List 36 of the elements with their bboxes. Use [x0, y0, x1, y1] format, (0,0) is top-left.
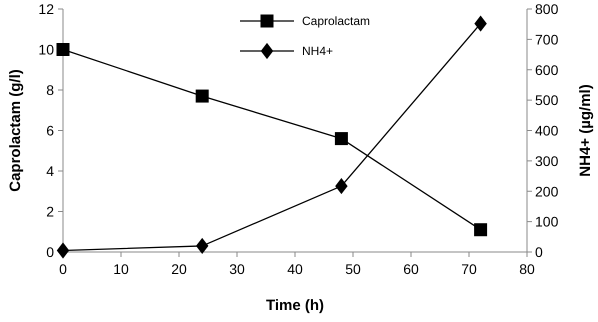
y2-tick-label: 200 [535, 183, 559, 200]
x-tick-label: 80 [519, 261, 535, 277]
x-tick-label: 60 [403, 261, 419, 277]
point [196, 90, 209, 103]
y2-tick-label: 600 [535, 62, 559, 78]
y2-tick-label: 0 [535, 244, 543, 260]
x-tick-label: 50 [345, 261, 361, 277]
x-tick-label: 20 [171, 261, 187, 277]
point [474, 15, 487, 32]
y-axis-title: Caprolactam (g/l) [7, 69, 24, 192]
y-tick-label: 12 [38, 1, 54, 17]
y2-tick-label: 700 [535, 31, 559, 48]
legend-label: Caprolactam [302, 14, 370, 28]
x-tick-label: 0 [59, 261, 68, 277]
x-tick-label: 70 [461, 261, 477, 277]
point [56, 43, 70, 56]
y-tick-label: 10 [38, 42, 54, 58]
point [334, 132, 348, 146]
y2-axis-title: NH4+ (µg/ml) [577, 84, 594, 177]
y2-tick-label: 500 [535, 92, 559, 108]
point [335, 178, 348, 194]
y-tick-label: 2 [46, 204, 54, 220]
point [474, 223, 488, 236]
x-tick-label: 10 [113, 261, 129, 277]
y2-tick-label: 300 [535, 152, 559, 169]
y2-tick-label: 100 [535, 214, 559, 230]
x-tick-label: 30 [229, 261, 245, 277]
legend-label: NH4+ [302, 44, 334, 58]
y-tick-label: 8 [46, 82, 54, 98]
y-tick-label: 4 [46, 163, 54, 179]
x-axis-title: Time (h) [266, 297, 324, 314]
y-tick-label: 6 [46, 122, 54, 138]
y2-tick-label: 400 [535, 122, 559, 138]
y-tick-label: 0 [46, 244, 54, 260]
x-tick-label: 40 [287, 261, 303, 277]
y2-tick-label: 800 [535, 1, 559, 17]
